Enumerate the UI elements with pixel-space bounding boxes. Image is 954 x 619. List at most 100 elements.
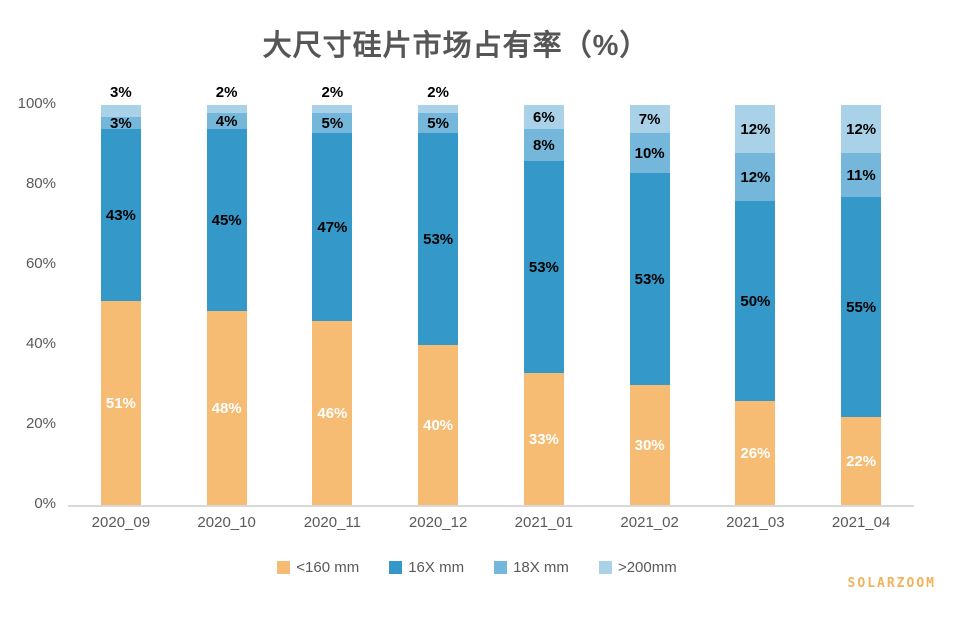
legend-item: 16X mm: [389, 559, 464, 576]
stacked-bar-2020_11: 2% 5% 47% 46%: [312, 85, 353, 505]
legend-swatch-icon: [277, 561, 291, 574]
legend-label: 16X mm: [408, 559, 465, 576]
data-label: 2%: [427, 84, 449, 101]
data-label: 48%: [211, 399, 242, 417]
chart-title: 大尺寸硅片市场占有率（%）: [262, 30, 650, 62]
data-label: 33%: [528, 430, 559, 448]
bar-segment-<160 mm: 33%: [523, 373, 564, 505]
watermark-logo: SOLARZOOM: [847, 576, 936, 591]
stacked-bar-2020_10: 2% 4% 45% 48%: [206, 85, 247, 505]
data-label: 51%: [105, 394, 136, 412]
bar-slot: 6% 8% 53% 33%: [491, 105, 597, 505]
y-axis-tick-label: 20%: [25, 415, 56, 432]
bar-segment-18X mm: 10%: [629, 133, 670, 173]
data-label: 53%: [634, 270, 665, 288]
bar-segment-18X mm: 3%: [100, 114, 141, 132]
data-label: 22%: [846, 452, 877, 470]
bar-segment-16X mm: 53%: [418, 133, 459, 345]
bar-segment->200mm: 12%: [735, 105, 776, 153]
bar-slot: 7% 10% 53% 30%: [597, 105, 703, 505]
bar-segment-16X mm: 50%: [735, 201, 776, 401]
x-axis-label: 2020_09: [91, 514, 151, 531]
data-label: 46%: [317, 404, 348, 422]
data-label: 26%: [740, 444, 771, 462]
bar-segment-<160 mm: 48%: [206, 311, 247, 505]
bar-segment-18X mm: 4%: [206, 112, 247, 130]
bar-segment->200mm: 7%: [629, 105, 670, 133]
legend-label: <160 mm: [296, 559, 360, 576]
x-axis-label: 2021_03: [726, 514, 785, 531]
legend-swatch-icon: [598, 561, 612, 574]
bar-slot: 2% 5% 53% 40%: [385, 85, 491, 505]
x-axis-label: 2021_04: [831, 514, 891, 531]
legend-swatch-icon: [389, 561, 403, 574]
data-label: 45%: [211, 211, 242, 229]
bar-segment-<160 mm: 40%: [418, 345, 459, 505]
bar-slot: 2% 5% 47% 46%: [280, 85, 386, 505]
bar-segment->200mm: 3%: [100, 85, 141, 117]
legend-label: 18X mm: [513, 559, 569, 576]
legend-item: >200mm: [598, 559, 677, 576]
data-label: 12%: [846, 120, 877, 138]
bar-segment->200mm: 2%: [312, 85, 353, 113]
bar-segment-16X mm: 53%: [629, 173, 670, 385]
data-label: 5%: [321, 114, 344, 132]
bar-segment->200mm: 12%: [841, 105, 882, 153]
stacked-bar-2020_09: 3% 3% 43% 51%: [100, 85, 141, 505]
bar-segment-18X mm: 8%: [523, 129, 564, 161]
bar-segment-<160 mm: 26%: [735, 401, 776, 505]
y-axis-tick-label: 60%: [25, 255, 56, 272]
bar-segment-16X mm: 55%: [841, 197, 882, 417]
data-label: 7%: [638, 110, 661, 128]
stacked-bar-2021_01: 6% 8% 53% 33%: [523, 105, 564, 505]
x-axis-label: 2021_01: [514, 514, 574, 531]
data-label: 30%: [634, 436, 665, 454]
y-axis-tick-label: 80%: [25, 175, 56, 192]
data-label: 6%: [533, 108, 555, 126]
y-axis-tick-label: 40%: [25, 335, 56, 352]
data-label: 5%: [427, 114, 449, 132]
stacked-bar-2021_03: 12% 12% 50% 26%: [735, 105, 776, 505]
legend-item: 18X mm: [494, 559, 569, 576]
bar-slot: 12% 12% 50% 26%: [703, 105, 809, 505]
bar-segment-18X mm: 12%: [735, 153, 776, 201]
bar-segment-18X mm: 5%: [418, 113, 459, 133]
data-label: 8%: [533, 136, 555, 154]
x-axis-label: 2020_10: [197, 514, 256, 531]
bar-segment-16X mm: 47%: [312, 133, 353, 321]
x-axis: 2020_09 2020_10 2020_11 2020_12 2021_01 2021_…: [68, 514, 914, 534]
data-label: 40%: [423, 416, 454, 434]
stacked-bar-2021_04: 12% 11% 55% 22%: [841, 105, 882, 505]
bar-segment-18X mm: 5%: [312, 113, 353, 133]
y-axis-tick-label: 0%: [34, 495, 56, 512]
bar-segment-16X mm: 43%: [100, 129, 141, 301]
y-axis-tick-label: 100%: [17, 95, 56, 112]
legend-item: <160 mm: [277, 559, 359, 576]
bar-slot: 3% 3% 43% 51%: [68, 85, 174, 505]
bar-segment->200mm: 2%: [418, 85, 459, 113]
data-label: 12%: [740, 120, 771, 138]
bar-segment-16X mm: 45%: [206, 129, 247, 312]
data-label: 55%: [846, 298, 877, 316]
x-axis-label: 2020_12: [408, 514, 468, 531]
stacked-bar-2020_12: 2% 5% 53% 40%: [418, 85, 459, 505]
data-label: 2%: [321, 84, 344, 101]
legend-swatch-icon: [494, 561, 508, 574]
y-axis: 0% 20% 40% 60% 80% 100%: [0, 96, 60, 512]
data-label: 2%: [215, 84, 238, 101]
data-label: 12%: [740, 168, 771, 186]
data-label: 4%: [215, 112, 238, 130]
bar-segment-18X mm: 11%: [841, 153, 882, 197]
data-label: 3%: [110, 84, 132, 101]
data-label: 3%: [110, 114, 132, 132]
bar-segment-16X mm: 53%: [523, 161, 564, 373]
x-axis-label: 2020_11: [303, 514, 362, 531]
bar-segment->200mm: 2%: [206, 85, 247, 114]
bar-segment->200mm: 6%: [523, 105, 564, 129]
data-label: 53%: [528, 258, 559, 276]
bar-segment-<160 mm: 51%: [100, 301, 141, 505]
x-axis-label: 2021_02: [620, 514, 679, 531]
data-label: 10%: [634, 144, 665, 162]
data-label: 50%: [740, 292, 771, 310]
